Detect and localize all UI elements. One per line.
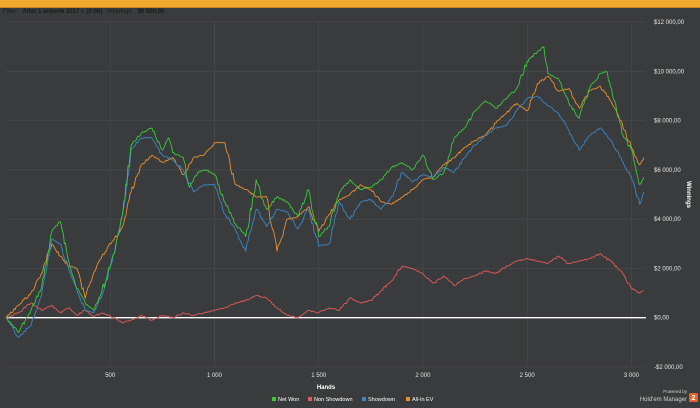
y-tick-label: $0,00: [654, 316, 670, 322]
filter-bar: Filter: After 1 апреля 2017 г. (0:00) Wi…: [0, 0, 700, 15]
y-tick-label: $10 000,00: [654, 69, 685, 75]
y-axis-ticks: -$2 000,00 $0,00 $2 000,00 $4 000,00 $6 000,…: [654, 20, 685, 371]
series-line-net-won: [5, 46, 645, 333]
legend-label: Showdown: [368, 397, 395, 403]
x-axis-title: Hands: [317, 385, 336, 391]
filter-value: After 1 апреля 2017 г. (0:00): [22, 9, 103, 15]
series-lines: [5, 46, 645, 338]
legend-swatch: [406, 397, 410, 401]
legend-swatch: [362, 397, 366, 401]
branding: Powered by Hold'em Manager 2: [640, 389, 698, 403]
filter-label: Filter:: [3, 9, 18, 15]
y-tick-label: $2 000,00: [654, 266, 681, 272]
legend-swatch: [272, 397, 276, 401]
legend-item[interactable]: Net Won: [272, 397, 299, 403]
y-tick-label: -$2 000,00: [654, 365, 683, 371]
series-line-showdown: [5, 95, 645, 338]
series-line-non-showdown: [5, 253, 645, 324]
winnings-label: Winnings:: [106, 9, 134, 15]
x-tick-label: 1 000: [207, 373, 223, 379]
legend-label: Non Showdown: [314, 397, 353, 403]
grid: [6, 21, 646, 368]
x-tick-label: 1 500: [311, 373, 327, 379]
filter-text: Filter: After 1 апреля 2017 г. (0:00) Wi…: [3, 0, 164, 18]
legend-item[interactable]: Non Showdown: [308, 397, 353, 403]
series-line-all-in-ev: [5, 75, 645, 318]
winnings-chart: -$2 000,00 $0,00 $2 000,00 $4 000,00 $6 000,…: [5, 20, 698, 403]
x-tick-label: 3 000: [624, 373, 640, 379]
y-tick-label: $12 000,00: [654, 20, 685, 26]
product-name: Hold'em Manager: [640, 397, 687, 403]
legend-item[interactable]: All-In EV: [406, 397, 434, 403]
powered-by-text: Powered by: [663, 389, 688, 394]
x-axis-ticks: 500 1 000 1 500 2 000 2 500 3 000: [105, 373, 639, 379]
x-tick-label: 2 500: [520, 373, 536, 379]
legend[interactable]: Net Won Non Showdown Showdown All-In EV: [272, 397, 434, 403]
y-tick-label: $8 000,00: [654, 119, 681, 125]
winnings-value: $6 500,00: [137, 9, 165, 15]
y-axis-title: Winnings: [685, 181, 691, 209]
hm2-logo-icon: [689, 393, 698, 402]
legend-swatch: [308, 397, 312, 401]
y-tick-label: $6 000,00: [654, 168, 681, 174]
x-tick-label: 2 000: [415, 373, 431, 379]
version-badge: 2: [692, 395, 696, 402]
x-tick-label: 500: [105, 373, 116, 379]
legend-label: Net Won: [278, 397, 299, 403]
y-tick-label: $4 000,00: [654, 217, 681, 223]
legend-item[interactable]: Showdown: [362, 397, 395, 403]
legend-label: All-In EV: [412, 397, 434, 403]
